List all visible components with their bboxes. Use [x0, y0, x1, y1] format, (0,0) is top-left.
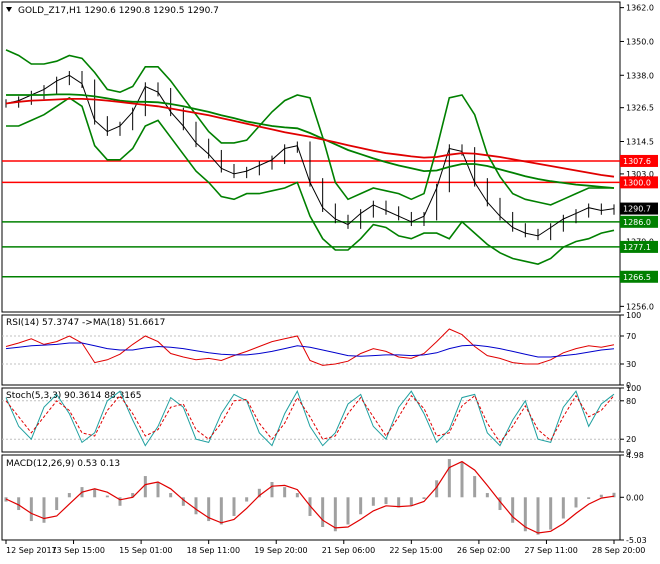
macd-title: MACD(12,26,9) 0.53 0.13	[6, 459, 120, 469]
current-price-label-bg	[620, 202, 658, 215]
bollinger-upper-line	[5, 49, 614, 206]
stoch-tick-label: 100	[626, 384, 641, 393]
rsi-tick-label: 30	[626, 360, 636, 369]
x-tick-label: 18 Sep 11:00	[187, 546, 240, 555]
rsi-tick-label: 100	[626, 311, 641, 320]
stoch-signal-line	[5, 394, 615, 444]
moving-average-green-line	[6, 93, 615, 189]
rsi-y-ticks: 100 70 30 0	[2, 311, 641, 390]
rsi-series	[5, 328, 615, 366]
level-label-1307: 1307.6	[623, 157, 651, 166]
x-tick-label: 12 Sep 2017	[6, 546, 57, 555]
macd-tick-label: 4.98	[626, 451, 644, 460]
level-label-1307-bg	[620, 154, 658, 167]
rsi-ma-line	[5, 342, 615, 358]
price-tick-label: 1314.5	[626, 138, 654, 147]
x-tick-label: 22 Sep 15:00	[389, 546, 442, 555]
x-tick-label: 26 Sep 02:00	[457, 546, 510, 555]
x-tick-label: 27 Sep 11:00	[524, 546, 577, 555]
stoch-tick-label: 0	[626, 448, 631, 457]
current-price-label: 1290.7	[623, 205, 651, 214]
x-tick-label: 15 Sep 01:00	[119, 546, 172, 555]
rsi-title: RSI(14) 57.3747 ->MA(18) 51.6617	[6, 318, 165, 328]
level-label-1300: 1300.0	[623, 178, 651, 187]
stoch-main-line	[5, 390, 615, 447]
price-frame	[1, 1, 621, 313]
macd-tick-label: 0.00	[626, 493, 644, 502]
level-label-1277: 1277.1	[623, 243, 651, 252]
price-tick-label: 1256.0	[626, 302, 654, 311]
level-label-1266: 1266.5	[623, 273, 651, 282]
x-tick-label: 19 Sep 20:00	[254, 546, 307, 555]
symbol-header: GOLD_Z17,H1 1290.6 1290.8 1290.5 1290.7	[18, 6, 219, 16]
stoch-tick-label: 80	[626, 397, 636, 406]
stoch-panel: Stoch(5,3,3) 90.3614 88.3165 100 80 20 0	[2, 384, 641, 457]
stoch-tick-label: 20	[626, 435, 636, 444]
rsi-tick-label: 70	[626, 332, 636, 341]
x-tick-label: 21 Sep 06:00	[322, 546, 375, 555]
macd-signal-line	[5, 460, 615, 534]
level-label-1300-bg	[620, 176, 658, 189]
price-panel: GOLD_Z17,H1 1290.6 1290.8 1290.5 1290.7 …	[2, 4, 658, 311]
stoch-y-ticks: 100 80 20 0	[2, 384, 641, 457]
level-label-1277-bg	[620, 240, 658, 253]
stoch-title: Stoch(5,3,3) 90.3614 88.3165	[6, 391, 141, 401]
price-tick-label: 1350.0	[626, 37, 654, 46]
rsi-tick-label: 0	[626, 381, 631, 390]
rsi-frame	[1, 314, 621, 386]
macd-series	[4, 459, 616, 535]
price-series	[5, 49, 615, 265]
x-tick-label: 13 Sep 15:00	[52, 546, 105, 555]
stoch-frame	[1, 387, 621, 453]
rsi-panel: RSI(14) 57.3747 ->MA(18) 51.6617 100 70 30…	[2, 311, 641, 390]
collapse-arrow-icon[interactable]	[6, 7, 12, 12]
price-tick-label: 1303.0	[626, 170, 654, 179]
moving-average-red-line	[5, 98, 615, 178]
rsi-line	[5, 328, 615, 366]
level-label-1286-bg	[620, 215, 658, 228]
price-level-labels: 1307.6 1300.0 1290.7 1286.0 1277.1 1266.5	[620, 154, 658, 283]
bollinger-lower-line	[6, 96, 615, 265]
price-level-lines	[2, 160, 620, 278]
level-label-1266-bg	[620, 270, 658, 283]
price-tick-label: 1362.0	[626, 4, 654, 13]
macd-tick-label: -5.03	[626, 536, 647, 545]
stoch-series	[5, 390, 615, 447]
x-tick-label: 28 Sep 20:00	[592, 546, 645, 555]
price-tick-label: 1338.0	[626, 71, 654, 80]
price-close-line	[5, 74, 615, 237]
level-label-1286: 1286.0	[623, 218, 651, 227]
price-tick-label: 1326.5	[626, 104, 654, 113]
macd-y-ticks: 4.98 0.00 -5.03	[620, 451, 647, 545]
macd-panel: MACD(12,26,9) 0.53 0.13 4.98 0.00 -5.03	[4, 451, 647, 545]
